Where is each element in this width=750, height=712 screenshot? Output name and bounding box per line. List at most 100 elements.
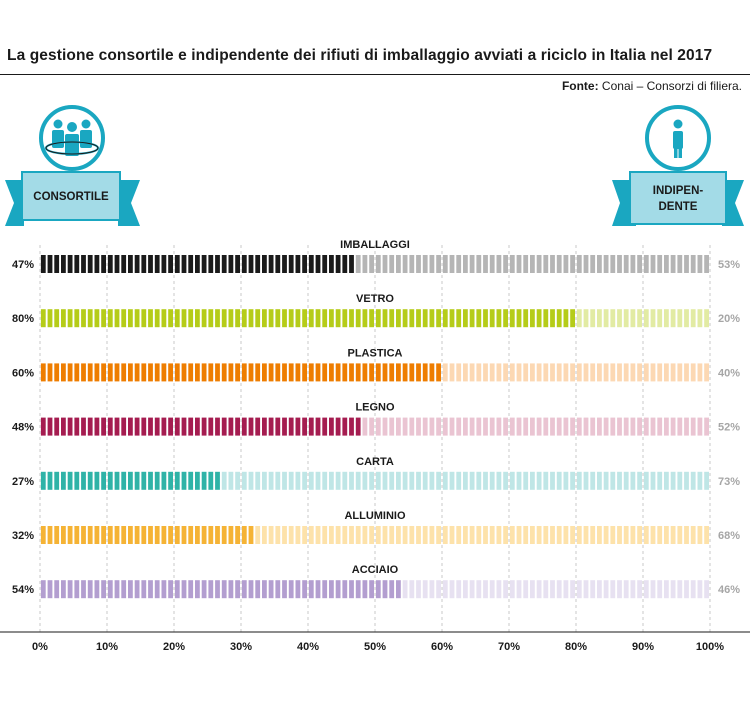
bar-stripe xyxy=(536,580,542,599)
bar-stripe xyxy=(161,526,167,544)
bar-stripe xyxy=(335,417,341,436)
bar-stripe xyxy=(449,417,455,436)
bar-stripe xyxy=(597,526,602,544)
bar-stripe xyxy=(670,580,676,599)
bar-stripe xyxy=(503,309,508,328)
bar-stripe xyxy=(161,309,167,328)
bar-stripe xyxy=(268,526,274,544)
bar-row-imballaggi xyxy=(40,255,709,273)
bar-stripe xyxy=(161,255,167,273)
bar-stripe xyxy=(396,363,401,382)
bar-stripe xyxy=(516,417,522,436)
bar-stripe xyxy=(436,363,441,382)
bar-stripe xyxy=(396,471,401,490)
bar-stripe xyxy=(489,417,495,436)
bar-stripe xyxy=(362,526,368,544)
bar-stripe xyxy=(697,526,703,544)
bar-stripe xyxy=(530,417,535,436)
indipendente-value-label: 20% xyxy=(718,313,740,325)
bar-stripe xyxy=(322,580,328,599)
bar-stripe xyxy=(416,471,421,490)
bar-stripe xyxy=(623,255,629,273)
bar-stripe xyxy=(188,417,194,436)
bar-stripe xyxy=(523,255,529,273)
bar-stripe xyxy=(235,417,240,436)
bar-stripe xyxy=(429,255,435,273)
bar-stripe xyxy=(342,417,348,436)
bar-stripe xyxy=(436,417,441,436)
bar-stripe xyxy=(630,526,636,544)
bar-stripe xyxy=(248,255,254,273)
bar-stripe xyxy=(107,580,113,599)
bar-stripe xyxy=(523,580,529,599)
bar-stripe xyxy=(195,526,200,544)
bar-stripe xyxy=(442,580,448,599)
bar-stripe xyxy=(543,471,549,490)
bar-stripe xyxy=(550,309,555,328)
bar-stripe xyxy=(536,471,542,490)
bar-stripe xyxy=(509,255,515,273)
bar-stripe xyxy=(570,526,575,544)
bar-stripe xyxy=(288,309,294,328)
bar-stripe xyxy=(409,580,415,599)
bar-stripe xyxy=(228,417,234,436)
bar-stripe xyxy=(201,417,207,436)
bar-stripe xyxy=(704,526,709,544)
bar-stripe xyxy=(47,309,53,328)
bar-stripe xyxy=(677,526,683,544)
bar-stripe xyxy=(637,526,642,544)
indipendente-badge: INDIPEN- DENTE xyxy=(612,105,744,226)
bar-stripe xyxy=(128,363,133,382)
bar-stripe xyxy=(570,580,575,599)
bar-stripe xyxy=(382,309,388,328)
bar-stripe xyxy=(576,309,582,328)
bar-stripe xyxy=(40,417,46,436)
x-tick-label: 30% xyxy=(230,641,252,653)
bar-stripe xyxy=(275,255,281,273)
bar-stripe xyxy=(322,309,328,328)
bar-stripe xyxy=(114,309,120,328)
bar-stripe xyxy=(449,580,455,599)
bar-stripe xyxy=(375,526,381,544)
bar-stripe xyxy=(101,417,106,436)
indipendente-value-label: 46% xyxy=(718,584,740,596)
bar-stripe xyxy=(262,255,267,273)
bar-stripe xyxy=(255,309,261,328)
bar-stripe xyxy=(442,363,448,382)
bar-stripe xyxy=(335,363,341,382)
bar-stripe xyxy=(67,309,73,328)
bar-stripe xyxy=(275,526,281,544)
bar-stripe xyxy=(543,309,549,328)
bar-stripe xyxy=(550,580,555,599)
bar-stripe xyxy=(208,255,214,273)
bar-stripe xyxy=(516,363,522,382)
bar-stripe xyxy=(436,255,441,273)
bar-stripe xyxy=(275,580,281,599)
bar-stripe xyxy=(677,580,683,599)
bar-stripe xyxy=(650,526,656,544)
bar-stripe xyxy=(40,309,46,328)
bar-stripe xyxy=(241,255,247,273)
x-axis: 0% 10% 20% 30% 40% 50% 60% 70% 80% 90% 100% xyxy=(0,631,750,653)
bar-stripe xyxy=(704,255,709,273)
bar-stripe xyxy=(422,363,428,382)
bar-stripe xyxy=(416,363,421,382)
bar-stripe xyxy=(449,363,455,382)
bar-stripe xyxy=(40,471,46,490)
grid-layer xyxy=(39,245,711,632)
bar-stripe xyxy=(456,526,462,544)
bar-stripe xyxy=(201,580,207,599)
bar-stripe xyxy=(148,471,153,490)
bar-stripe xyxy=(308,255,314,273)
bar-stripe xyxy=(469,255,475,273)
bar-stripe xyxy=(402,255,408,273)
bar-stripe xyxy=(168,526,173,544)
bar-stripe xyxy=(195,417,200,436)
bar-stripe xyxy=(335,526,341,544)
bar-stripe xyxy=(288,471,294,490)
bar-stripe xyxy=(382,471,388,490)
bar-indipendente xyxy=(362,417,709,436)
bar-stripe xyxy=(201,526,207,544)
bar-stripe xyxy=(329,580,334,599)
bar-stripe xyxy=(449,255,455,273)
